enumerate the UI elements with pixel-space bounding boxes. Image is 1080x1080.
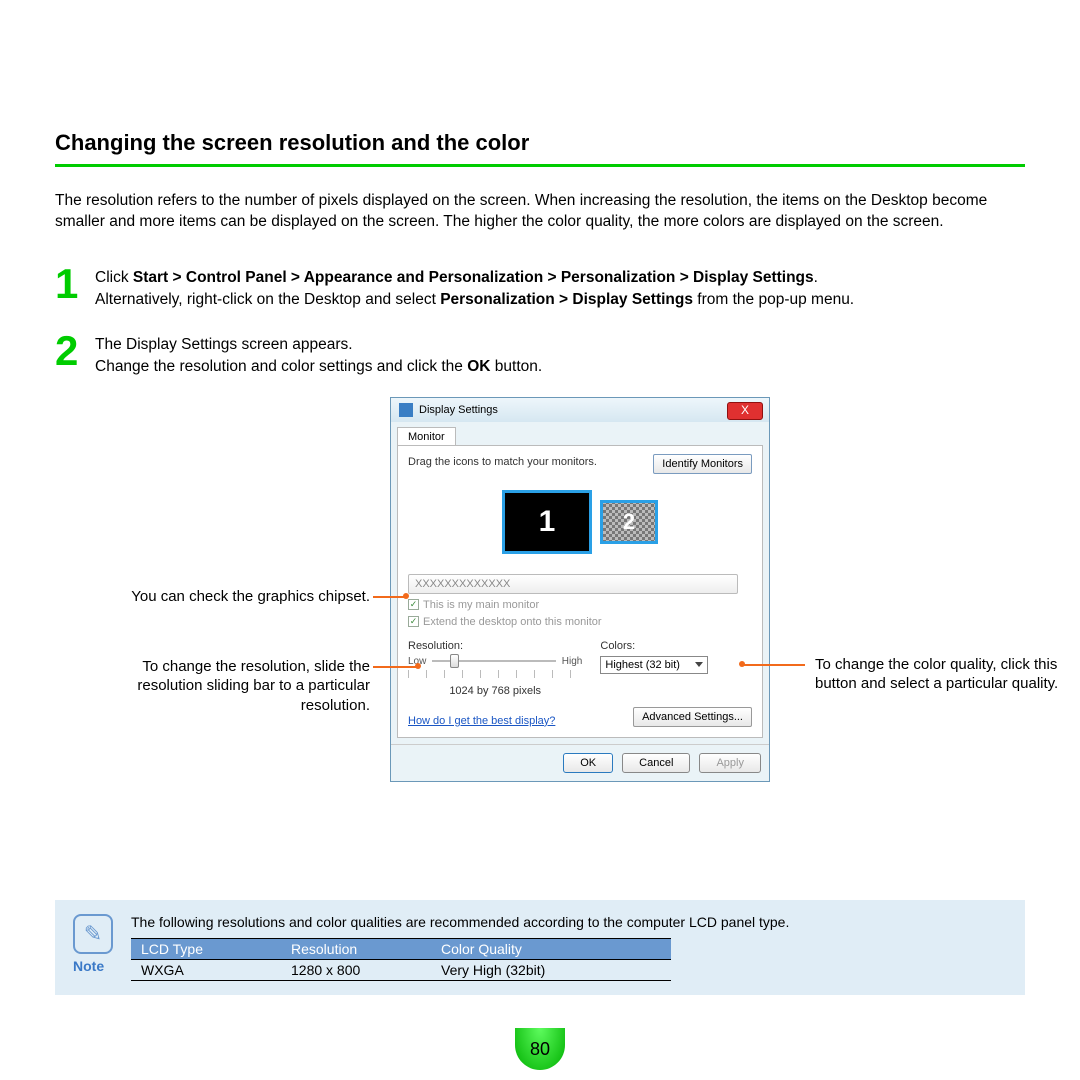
step2-line2a: Change the resolution and color settings…: [95, 358, 467, 375]
slider-high-label: High: [562, 656, 583, 667]
dialog-title-icon: [399, 403, 413, 417]
step1-alt-bold: Personalization > Display Settings: [440, 291, 693, 308]
colors-label: Colors:: [600, 640, 752, 652]
checkbox-main-monitor[interactable]: ✓ This is my main monitor: [408, 599, 752, 611]
callout-resolution: To change the resolution, slide the reso…: [75, 657, 370, 716]
step2-line1: The Display Settings screen appears.: [95, 336, 353, 353]
callout-line: [373, 596, 405, 598]
tab-monitor[interactable]: Monitor: [397, 427, 456, 446]
apply-button[interactable]: Apply: [699, 753, 761, 773]
cell-lcd-type: WXGA: [131, 960, 281, 981]
chk-main-label: This is my main monitor: [423, 599, 539, 611]
dialog-button-row: OK Cancel Apply: [391, 744, 769, 781]
section-title: Changing the screen resolution and the c…: [55, 130, 1025, 156]
dialog-tab-body: Drag the icons to match your monitors. I…: [397, 445, 763, 738]
resolution-value: 1024 by 768 pixels: [408, 685, 582, 697]
step2-line2c: button.: [490, 358, 542, 375]
col-resolution: Resolution: [281, 939, 431, 960]
step-1: 1 Click Start > Control Panel > Appearan…: [55, 263, 1025, 312]
advanced-settings-button[interactable]: Advanced Settings...: [633, 707, 752, 727]
chipset-dropdown[interactable]: XXXXXXXXXXXXX: [408, 574, 738, 594]
display-settings-dialog: Display Settings X Monitor Drag the icon…: [390, 397, 770, 782]
resolution-section: Resolution: Low High 1024 by 768 pixels …: [408, 640, 582, 727]
step-body: Click Start > Control Panel > Appearance…: [95, 263, 1025, 312]
step1-text-a: Click: [95, 269, 133, 286]
check-icon: ✓: [408, 599, 419, 610]
step1-text-c: .: [814, 269, 818, 286]
step-body: The Display Settings screen appears. Cha…: [95, 330, 1025, 379]
best-display-link[interactable]: How do I get the best display?: [408, 715, 555, 727]
monitor-1[interactable]: 1: [502, 490, 592, 554]
monitor-layout[interactable]: 1 2: [475, 482, 685, 562]
checkbox-extend-desktop[interactable]: ✓ Extend the desktop onto this monitor: [408, 616, 752, 628]
chk-extend-label: Extend the desktop onto this monitor: [423, 616, 602, 628]
slider-track[interactable]: [432, 660, 555, 662]
chevron-down-icon: [695, 662, 703, 667]
monitor-2[interactable]: 2: [600, 500, 658, 544]
callout-line: [373, 666, 417, 668]
callout-dot: [403, 593, 409, 599]
figure-wrap: Display Settings X Monitor Drag the icon…: [55, 397, 1025, 817]
cell-resolution: 1280 x 800: [281, 960, 431, 981]
note-icon-col: ✎ Note: [73, 914, 113, 974]
check-icon: ✓: [408, 616, 419, 627]
step1-bold-path: Start > Control Panel > Appearance and P…: [133, 269, 814, 286]
note-text: The following resolutions and color qual…: [131, 914, 1007, 930]
note-box: ✎ Note The following resolutions and col…: [55, 900, 1025, 995]
dialog-titlebar[interactable]: Display Settings X: [391, 398, 769, 422]
step2-ok-bold: OK: [467, 358, 490, 375]
callout-dot: [739, 661, 745, 667]
ok-button[interactable]: OK: [563, 753, 613, 773]
lcd-recommendation-table: LCD Type Resolution Color Quality WXGA 1…: [131, 938, 671, 981]
step-number: 1: [55, 263, 95, 305]
pencil-icon: ✎: [73, 914, 113, 954]
slider-thumb[interactable]: [450, 654, 459, 668]
intro-paragraph: The resolution refers to the number of p…: [55, 191, 1025, 233]
document-page: Changing the screen resolution and the c…: [0, 0, 1080, 1080]
col-lcd-type: LCD Type: [131, 939, 281, 960]
callout-color: To change the color quality, click this …: [815, 655, 1080, 694]
step-2: 2 The Display Settings screen appears. C…: [55, 330, 1025, 379]
step-number: 2: [55, 330, 95, 372]
title-rule: [55, 164, 1025, 167]
cancel-button[interactable]: Cancel: [622, 753, 690, 773]
colors-dropdown[interactable]: Highest (32 bit): [600, 656, 708, 674]
close-button[interactable]: X: [727, 402, 763, 420]
table-header-row: LCD Type Resolution Color Quality: [131, 939, 671, 960]
note-label: Note: [73, 958, 113, 974]
page-number: 80: [515, 1028, 565, 1070]
callout-dot: [415, 663, 421, 669]
callout-chipset: You can check the graphics chipset.: [75, 587, 370, 607]
col-color-quality: Color Quality: [431, 939, 671, 960]
cell-color-quality: Very High (32bit): [431, 960, 671, 981]
slider-ticks: [408, 670, 582, 678]
callout-line: [743, 664, 805, 666]
dialog-title-text: Display Settings: [419, 404, 498, 416]
table-row: WXGA 1280 x 800 Very High (32bit): [131, 960, 671, 981]
identify-monitors-button[interactable]: Identify Monitors: [653, 454, 752, 474]
resolution-slider[interactable]: Low High: [408, 656, 582, 667]
step1-alt-c: from the pop-up menu.: [693, 291, 854, 308]
step1-alt-a: Alternatively, right-click on the Deskto…: [95, 291, 440, 308]
resolution-label: Resolution:: [408, 640, 582, 652]
colors-value: Highest (32 bit): [605, 659, 680, 671]
